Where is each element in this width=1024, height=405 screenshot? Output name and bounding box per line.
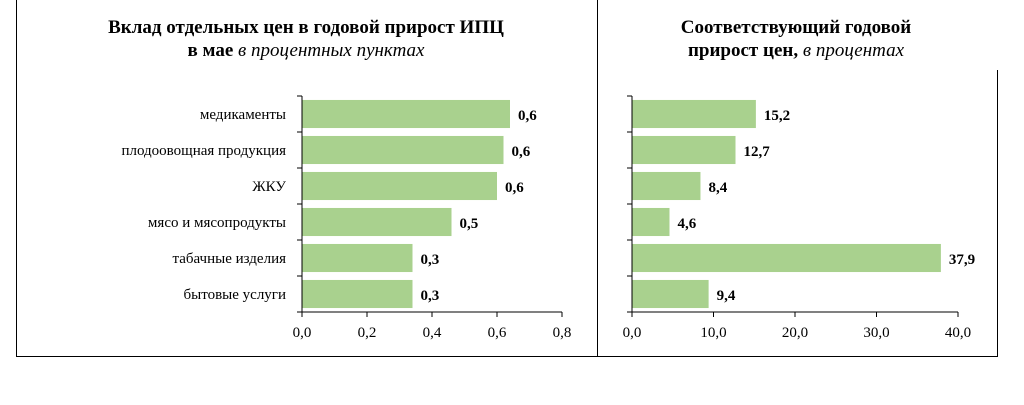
- left-title-line1: Вклад отдельных цен в годовой прирост ИП…: [108, 17, 504, 38]
- category-label-5: табачные изделия: [172, 251, 286, 267]
- category-label-3: ЖКУ: [252, 179, 286, 195]
- category-label-2: плодоовощная продукция: [121, 143, 286, 159]
- right-bar-4: [632, 207, 670, 237]
- right-bar-1: [632, 99, 756, 129]
- right-data-label-6: 9,4: [717, 288, 736, 304]
- left-x-tick-label-3: 0,4: [423, 325, 442, 341]
- left-data-label-2: 0,6: [512, 144, 531, 160]
- left-bar-5: [302, 243, 413, 273]
- left-x-tick-label-2: 0,2: [358, 325, 377, 341]
- right-data-label-5: 37,9: [949, 252, 975, 268]
- right-chart-title: Соответствующий годовой прирост цен, в п…: [600, 16, 992, 62]
- right-x-tick-label-3: 20,0: [782, 325, 808, 341]
- left-x-tick-label-1: 0,0: [293, 325, 312, 341]
- left-data-label-6: 0,3: [421, 288, 440, 304]
- left-bar-1: [302, 99, 510, 129]
- right-bar-3: [632, 171, 701, 201]
- left-data-label-4: 0,5: [460, 216, 479, 232]
- left-chart-title: Вклад отдельных цен в годовой прирост ИП…: [20, 16, 592, 62]
- right-bar-6: [632, 279, 709, 309]
- left-data-label-1: 0,6: [518, 108, 537, 124]
- right-title-bold: прирост цен,: [687, 40, 799, 61]
- category-label-6: бытовые услуги: [184, 287, 286, 303]
- left-bar-2: [302, 135, 504, 165]
- left-x-tick-label-4: 0,6: [488, 325, 507, 341]
- category-label-1: медикаменты: [200, 107, 286, 123]
- right-title-line1: Соответствующий годовой: [680, 17, 912, 38]
- category-label-4: мясо и мясопродукты: [148, 215, 286, 231]
- left-bar-3: [302, 171, 497, 201]
- right-x-tick-label-5: 40,0: [945, 325, 971, 341]
- right-bar-2: [632, 135, 736, 165]
- right-data-label-1: 15,2: [764, 108, 790, 124]
- right-x-tick-label-1: 0,0: [623, 325, 642, 341]
- left-data-label-5: 0,3: [421, 252, 440, 268]
- frame-gap: [992, 0, 998, 70]
- left-bar-4: [302, 207, 452, 237]
- right-x-tick-label-2: 10,0: [700, 325, 726, 341]
- left-title-unit: в процентных пунктах: [238, 40, 425, 61]
- left-data-label-3: 0,6: [505, 180, 524, 196]
- right-data-label-4: 4,6: [677, 216, 696, 232]
- right-bar-5: [632, 243, 941, 273]
- left-bar-6: [302, 279, 413, 309]
- figure-frame: [16, 0, 998, 357]
- right-data-label-2: 12,7: [744, 144, 771, 160]
- right-data-label-3: 8,4: [708, 180, 727, 196]
- right-x-tick-label-4: 30,0: [863, 325, 889, 341]
- left-x-tick-label-5: 0,8: [553, 325, 572, 341]
- left-title-bold: в мае: [187, 40, 234, 61]
- right-title-unit: в процентах: [802, 40, 905, 61]
- panel-divider: [597, 0, 598, 357]
